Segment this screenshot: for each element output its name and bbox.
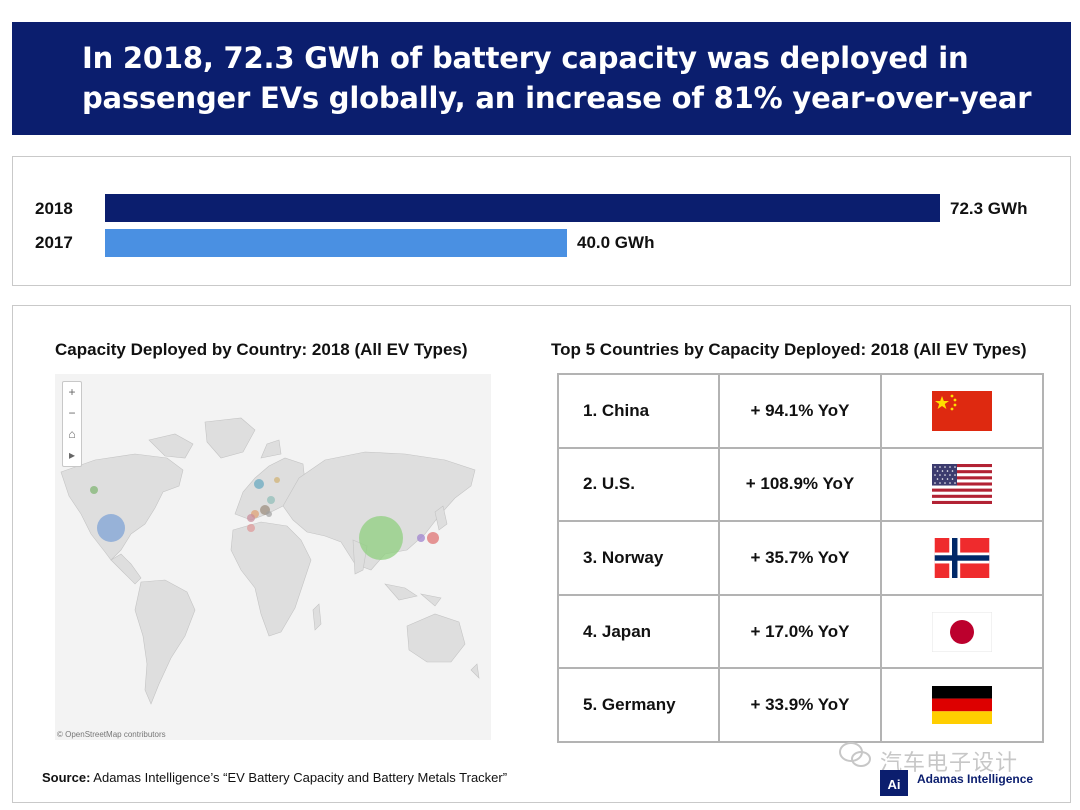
country-yoy: + 17.0% YoY — [718, 593, 882, 670]
zoom-in-button[interactable]: + — [68, 385, 76, 399]
table-row: 4. Japan + 17.0% YoY — [557, 593, 1044, 670]
bubble-korea[interactable] — [417, 534, 425, 542]
page-title: In 2018, 72.3 GWh of battery capacity wa… — [82, 38, 1051, 118]
bubble-sweden[interactable] — [274, 477, 280, 483]
zoom-out-button[interactable]: − — [68, 406, 76, 420]
brand-name: Adamas Intelligence — [917, 772, 1034, 786]
source-note: Source: Adamas Intelligence’s “EV Batter… — [42, 770, 507, 785]
table-title: Top 5 Countries by Capacity Deployed: 20… — [551, 340, 1027, 359]
norway-flag-icon — [934, 537, 990, 578]
bubble-japan[interactable] — [427, 532, 439, 544]
capacity-bar-chart: 2018 72.3 GWh 2017 40.0 GWh — [12, 156, 1071, 286]
bubble-france[interactable] — [247, 514, 255, 522]
country-name: 5. Germany — [557, 667, 720, 743]
world-map-graphic — [60, 417, 480, 705]
table-row: 1. China + 94.1% YoY — [557, 373, 1044, 449]
country-name: 4. Japan — [557, 593, 720, 670]
country-yoy: + 35.7% YoY — [718, 520, 882, 596]
bar-label-2017: 2017 — [35, 233, 73, 252]
country-name: 2. U.S. — [557, 446, 720, 523]
map-controls: + − ⌂ ▸ — [62, 381, 82, 467]
title-banner: In 2018, 72.3 GWh of battery capacity wa… — [12, 22, 1071, 135]
bubble-canada[interactable] — [90, 486, 98, 494]
bubble-spain[interactable] — [247, 524, 255, 532]
source-text: Adamas Intelligence’s “EV Battery Capaci… — [90, 770, 508, 785]
title-line-1: In 2018, 72.3 GWh of battery capacity wa… — [82, 41, 969, 75]
germany-flag-icon — [932, 686, 992, 725]
country-yoy: + 94.1% YoY — [718, 373, 882, 449]
title-line-2: passenger EVs globally, an increase of 8… — [82, 81, 1032, 115]
world-map[interactable]: + − ⌂ ▸ © OpenStreetMap contributors — [55, 374, 491, 740]
table-row: 3. Norway + 35.7% YoY — [557, 520, 1044, 596]
source-label: Source: — [42, 770, 91, 785]
bubble-us[interactable] — [97, 514, 125, 542]
table-row: 2. U.S. + 108.9% YoY — [557, 446, 1044, 523]
map-credit: © OpenStreetMap contributors — [57, 730, 166, 739]
top-countries-table: 1. China + 94.1% YoY 2. U.S. + 108.9% Yo… — [557, 373, 1044, 743]
country-yoy: + 108.9% YoY — [718, 446, 882, 523]
country-name: 3. Norway — [557, 520, 720, 596]
china-flag-icon — [932, 390, 992, 431]
bar-value-2017: 40.0 GWh — [577, 233, 655, 252]
bar-label-2018: 2018 — [35, 199, 73, 218]
bar-2017 — [105, 229, 567, 257]
adamas-logo: Ai — [880, 770, 908, 796]
japan-flag-icon — [932, 611, 992, 652]
bubble-china[interactable] — [359, 516, 403, 560]
home-icon[interactable]: ⌂ — [68, 427, 76, 441]
bar-2018 — [105, 194, 940, 222]
table-row: 5. Germany + 33.9% YoY — [557, 667, 1044, 743]
us-flag-icon — [932, 464, 992, 505]
bubble-norway[interactable] — [254, 479, 264, 489]
bar-value-2018: 72.3 GWh — [950, 199, 1028, 218]
map-title: Capacity Deployed by Country: 2018 (All … — [55, 340, 468, 359]
country-name: 1. China — [557, 373, 720, 449]
expand-icon[interactable]: ▸ — [68, 448, 76, 462]
country-yoy: + 33.9% YoY — [718, 667, 882, 743]
bubble-europe[interactable] — [267, 496, 275, 504]
wechat-icon — [839, 742, 871, 767]
main-panel: Capacity Deployed by Country: 2018 (All … — [12, 305, 1071, 803]
bubble-netherlands[interactable] — [266, 511, 272, 517]
